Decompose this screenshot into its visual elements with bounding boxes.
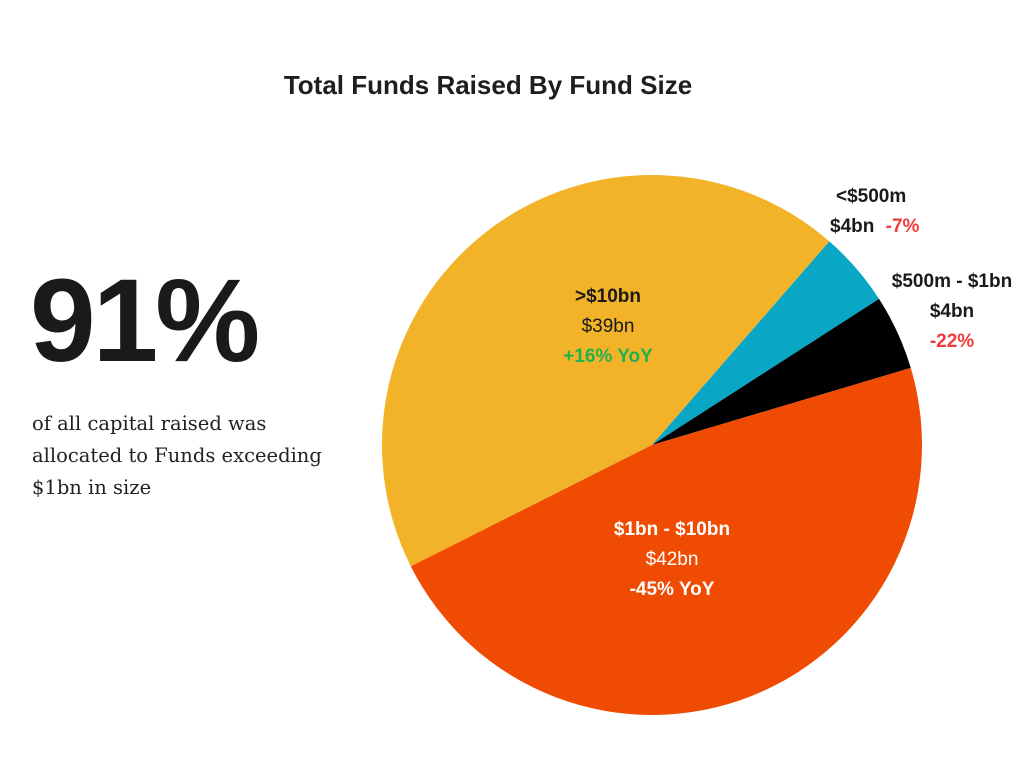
slice-over-10bn bbox=[382, 175, 830, 567]
slice-value-1bn-10bn: $42bn bbox=[645, 549, 699, 570]
slice-value-500m-1bn: $4bn bbox=[929, 301, 975, 322]
slice-change-under-500m: -7% bbox=[885, 216, 920, 237]
slice-change-over-10bn: +16% YoY bbox=[563, 346, 653, 367]
label-under-500m: <$500m $4bn -7% bbox=[830, 182, 919, 242]
label-500m-1bn: $500m - $1bn $4bn -22% bbox=[880, 267, 1024, 357]
slice-change-1bn-10bn: -45% YoY bbox=[629, 579, 715, 600]
label-1bn-10bn: $1bn - $10bn $42bn -45% YoY bbox=[592, 515, 752, 605]
slice-label-over-10bn: >$10bn bbox=[574, 286, 641, 307]
chart-title: Total Funds Raised By Fund Size bbox=[283, 70, 693, 100]
slice-label-under-500m: <$500m bbox=[836, 186, 907, 207]
slice-label-500m-1bn: $500m - $1bn bbox=[891, 271, 1013, 292]
slice-change-500m-1bn: -22% bbox=[929, 331, 975, 352]
label-over-10bn: >$10bn $39bn +16% YoY bbox=[536, 282, 680, 372]
slice-500m-1bn bbox=[652, 298, 911, 445]
headline-percentage: 91% bbox=[30, 255, 260, 387]
slice-1bn-10bn bbox=[410, 367, 922, 715]
slice-label-1bn-10bn: $1bn - $10bn bbox=[613, 519, 731, 540]
headline-description: of all capital raised was allocated to F… bbox=[32, 412, 322, 499]
slice-under-500m bbox=[652, 241, 880, 445]
slice-value-under-500m: $4bn bbox=[830, 216, 875, 237]
slice-value-over-10bn: $39bn bbox=[581, 316, 635, 337]
